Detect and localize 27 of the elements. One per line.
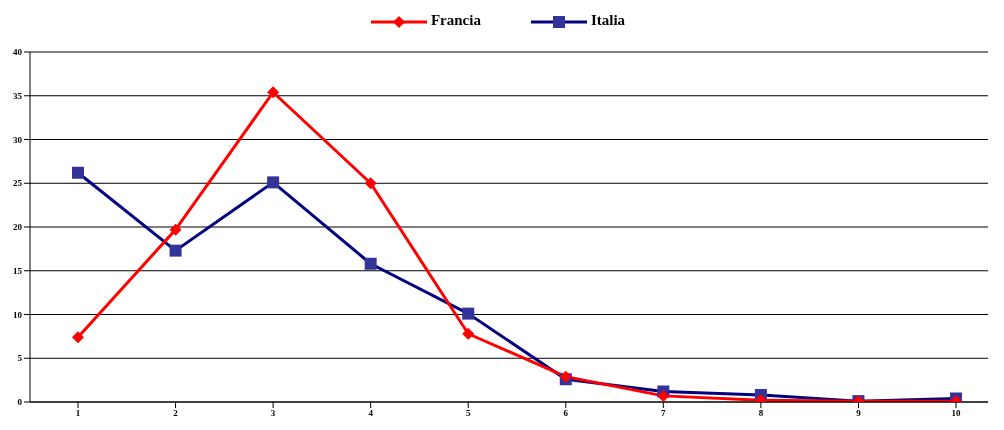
y-tick-label: 35 xyxy=(13,90,23,101)
x-tick-label: 7 xyxy=(661,408,667,419)
y-tick-label: 5 xyxy=(17,353,23,364)
point xyxy=(364,177,377,190)
x-tick-label: 9 xyxy=(856,408,862,419)
x-tick-label: 8 xyxy=(758,408,764,419)
x-tick-label: 1 xyxy=(75,408,81,419)
y-tick-label: 20 xyxy=(13,222,23,233)
x-tick-label: 3 xyxy=(270,408,276,419)
y-tick-label: 25 xyxy=(13,178,23,189)
point xyxy=(72,331,84,344)
y-tick-label: 40 xyxy=(13,47,23,58)
y-tick-label: 0 xyxy=(17,397,23,408)
y-tick-label: 15 xyxy=(13,265,23,276)
point xyxy=(657,389,670,402)
point xyxy=(169,223,182,236)
x-tick-label: 2 xyxy=(173,408,179,419)
x-tick-label: 10 xyxy=(951,408,961,419)
legend-label: Francia xyxy=(429,12,481,29)
x-tick-label: 4 xyxy=(368,408,374,419)
point xyxy=(267,86,280,99)
point xyxy=(462,327,475,340)
y-tick-label: 10 xyxy=(13,309,23,320)
legend-label: Italia xyxy=(589,12,626,29)
x-tick-label: 6 xyxy=(563,408,569,419)
y-tick-label: 30 xyxy=(13,134,23,145)
x-tick-label: 5 xyxy=(465,408,471,419)
